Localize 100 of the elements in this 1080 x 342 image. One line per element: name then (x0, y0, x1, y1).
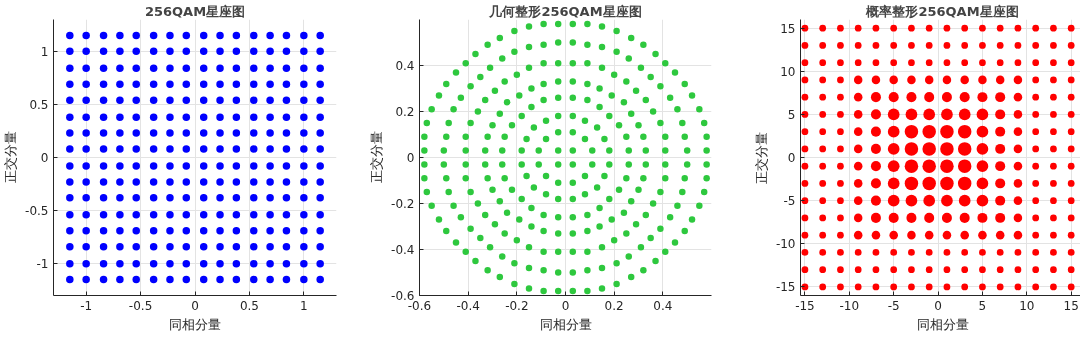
point (132, 162, 140, 170)
x-tick-label: 0 (561, 298, 570, 313)
point (474, 108, 482, 115)
point (593, 124, 601, 131)
point (66, 227, 74, 235)
point (523, 135, 530, 143)
point (66, 31, 74, 40)
point (640, 266, 647, 274)
point (132, 178, 140, 186)
x-tick-label: 0.2 (604, 298, 624, 313)
y-tick-label: 15 (780, 21, 796, 36)
point (440, 161, 448, 168)
point (266, 80, 274, 88)
point (450, 105, 457, 113)
point (530, 124, 538, 131)
point (584, 20, 591, 28)
point (637, 243, 645, 251)
point (625, 253, 633, 260)
point (282, 80, 291, 88)
point (149, 162, 158, 170)
x-tick-label: -0.4 (456, 298, 480, 313)
x-axis-title: 同相分量 (169, 316, 221, 332)
point (282, 242, 291, 251)
point (598, 243, 606, 251)
point (498, 253, 506, 260)
point (503, 99, 511, 106)
point (116, 96, 124, 104)
point (554, 112, 562, 120)
point (182, 178, 191, 186)
point (99, 96, 108, 104)
point (581, 191, 589, 198)
point (530, 184, 538, 191)
point (518, 147, 525, 154)
point (662, 174, 669, 182)
point (472, 50, 479, 58)
point (116, 211, 124, 219)
point (316, 113, 324, 121)
point (99, 275, 108, 284)
point (681, 227, 688, 235)
point (627, 110, 635, 118)
point (282, 31, 291, 40)
point (666, 94, 674, 101)
point (513, 71, 521, 78)
point (554, 39, 562, 46)
point (66, 194, 74, 202)
point (116, 31, 124, 40)
point (300, 129, 308, 137)
point (66, 259, 74, 268)
point (199, 242, 208, 251)
point (623, 78, 630, 85)
point (610, 237, 618, 244)
point (615, 186, 623, 193)
point (66, 145, 74, 153)
point (232, 47, 241, 56)
point (216, 162, 224, 170)
point (498, 147, 506, 154)
point (610, 71, 618, 78)
point (489, 186, 496, 193)
point (554, 269, 562, 276)
point (250, 242, 258, 251)
point (282, 145, 291, 153)
point (250, 64, 258, 73)
y-tick-label: -0.4 (391, 243, 415, 257)
point (166, 211, 174, 219)
point (674, 105, 681, 113)
point (300, 113, 308, 121)
point (250, 47, 258, 56)
point (66, 80, 74, 88)
point (149, 47, 158, 56)
point (66, 211, 74, 219)
point (182, 64, 191, 73)
point (501, 230, 508, 237)
point (250, 162, 258, 170)
point (182, 31, 191, 40)
point (149, 211, 158, 219)
point (282, 275, 291, 284)
y-axis-title: 正交分量 (753, 131, 769, 184)
point (569, 59, 577, 67)
point (688, 92, 696, 99)
point (627, 34, 635, 42)
point (554, 248, 562, 256)
point (525, 23, 533, 30)
point (216, 64, 224, 73)
point (166, 31, 174, 40)
x-tick-label: 0.5 (239, 298, 259, 313)
point (66, 275, 74, 284)
point (300, 31, 308, 40)
point (82, 145, 90, 153)
point (581, 172, 589, 180)
point (82, 275, 90, 284)
point (166, 194, 174, 202)
point (421, 147, 428, 154)
point (457, 94, 465, 101)
point (632, 87, 640, 95)
point (232, 227, 241, 235)
point (498, 55, 506, 62)
point (282, 227, 291, 235)
point (166, 242, 174, 251)
point (652, 257, 659, 265)
point (132, 113, 140, 121)
